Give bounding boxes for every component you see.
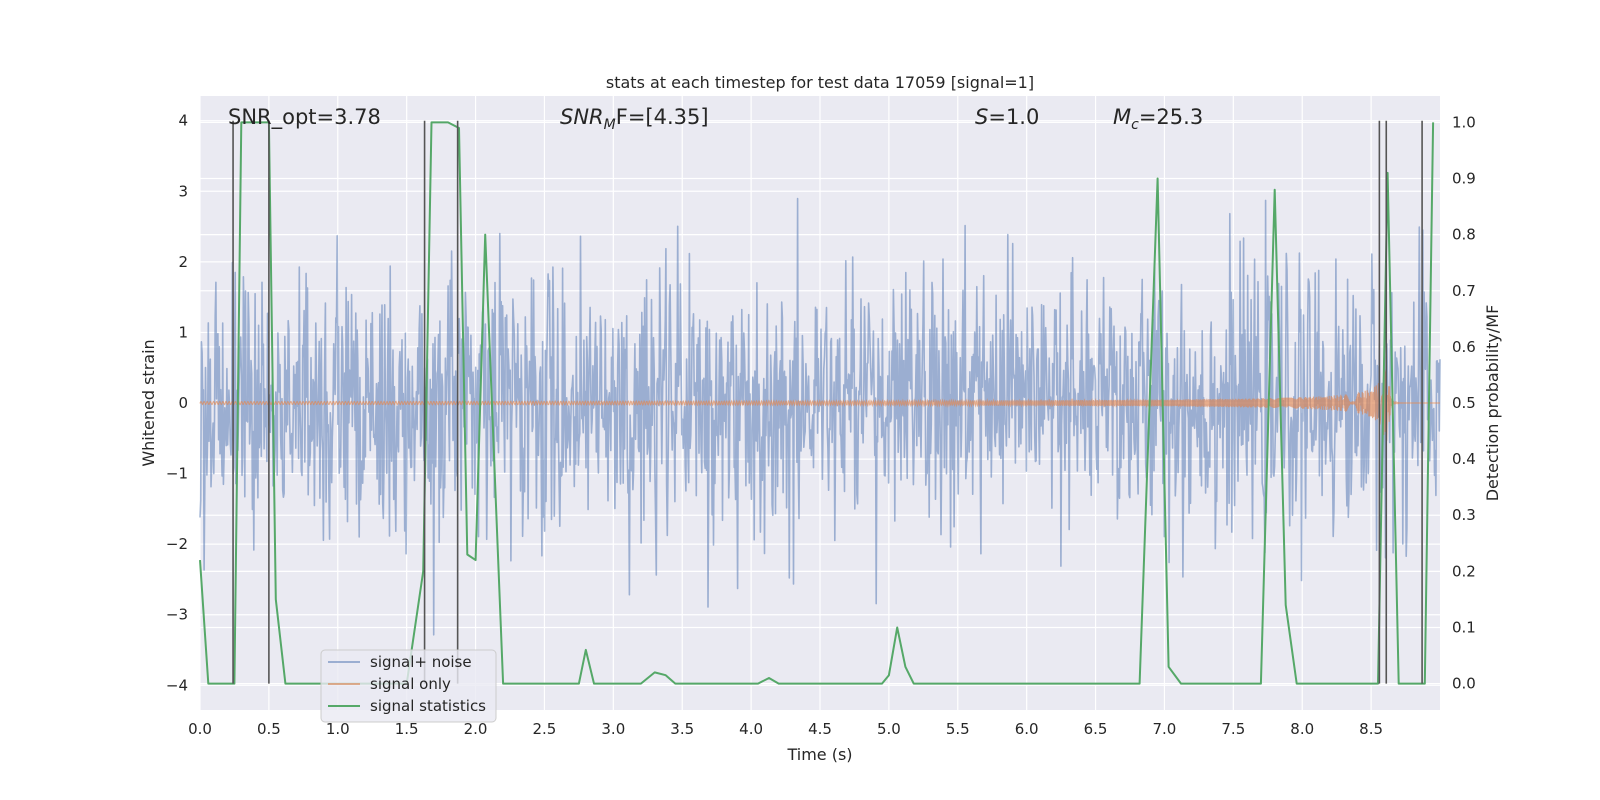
- legend-label-signal-statistics: signal statistics: [370, 697, 486, 715]
- y-left-tick-label: −2: [166, 535, 188, 553]
- x-tick-label: 5.5: [946, 720, 970, 738]
- y-right-tick-label: 0.8: [1452, 226, 1476, 244]
- y-left-tick-label: −4: [166, 676, 188, 694]
- vertical-markers: [232, 120, 1423, 684]
- x-tick-label: 1.0: [326, 720, 350, 738]
- y-right-tick-label: 0.9: [1452, 170, 1476, 188]
- x-tick-label: 3.0: [601, 720, 625, 738]
- y-left-tick-label: −3: [166, 606, 188, 624]
- x-tick-label: 6.5: [1084, 720, 1108, 738]
- y-right-tick-label: 0.6: [1452, 338, 1476, 356]
- y-left-tick-label: 4: [178, 112, 188, 130]
- x-tick-label: 0.5: [257, 720, 281, 738]
- y-right-tick-label: 0.0: [1452, 675, 1476, 693]
- x-tick-labels: 0.0 0.5 1.0 1.5 2.0 2.5 3.0 3.5 4.0 4.5 5.0 5.5 6.0 6…: [188, 720, 1383, 738]
- statistics-line: [199, 121, 1435, 685]
- y-left-tick-label: 1: [178, 323, 188, 341]
- x-tick-label: 8.0: [1290, 720, 1314, 738]
- x-tick-label: 6.0: [1015, 720, 1039, 738]
- y-left-tick-label: 0: [178, 394, 188, 412]
- annotation-snr-opt: SNR_opt=3.78: [228, 105, 381, 130]
- x-tick-label: 2.5: [533, 720, 557, 738]
- y-right-tick-label: 0.4: [1452, 450, 1476, 468]
- chart-title: stats at each timestep for test data 170…: [606, 73, 1034, 92]
- x-tick-label: 0.0: [188, 720, 212, 738]
- series-signal-statistics: [199, 121, 1435, 685]
- legend-label-signal-noise: signal+ noise: [370, 653, 472, 671]
- legend-label-signal-only: signal only: [370, 675, 451, 693]
- annotation-mc: Mc=25.3: [1113, 105, 1203, 133]
- y-right-tick-label: 0.1: [1452, 618, 1476, 636]
- x-tick-label: 4.5: [808, 720, 832, 738]
- annotation-snr-mf: SNRMF=[4.35]: [560, 105, 709, 133]
- y-right-tick-label: 0.5: [1452, 394, 1476, 412]
- x-tick-label: 2.0: [464, 720, 488, 738]
- series-signal-only: [199, 369, 1440, 441]
- y-right-tick-labels: 1.0 0.9 0.8 0.7 0.6 0.5 0.4 0.3 0.2 0.1 0.0: [1452, 113, 1476, 692]
- y-right-tick-label: 1.0: [1452, 113, 1476, 131]
- y-right-tick-label: 0.2: [1452, 562, 1476, 580]
- y-left-tick-label: −1: [166, 465, 188, 483]
- legend-box: [320, 649, 497, 723]
- y-right-tick-label: 0.7: [1452, 282, 1476, 300]
- annotation-s: S=1.0: [975, 105, 1039, 129]
- y-right-tick-label: 0.3: [1452, 506, 1476, 524]
- y-axis-label-left: Whitened strain: [139, 339, 158, 466]
- y-left-tick-labels: 4 3 2 1 0 −1 −2 −3 −4: [166, 112, 188, 695]
- y-axis-label-right: Detection probability/MF: [1483, 305, 1502, 502]
- y-left-tick-label: 3: [178, 182, 188, 200]
- x-tick-label: 7.5: [1221, 720, 1245, 738]
- legend: signal+ noise signal only signal statist…: [320, 649, 497, 723]
- y-left-tick-label: 2: [178, 253, 188, 271]
- x-tick-label: 3.5: [670, 720, 694, 738]
- x-tick-label: 1.5: [395, 720, 419, 738]
- x-tick-label: 5.0: [877, 720, 901, 738]
- x-tick-label: 4.0: [739, 720, 763, 738]
- x-tick-label: 8.5: [1359, 720, 1383, 738]
- x-tick-label: 7.0: [1153, 720, 1177, 738]
- x-axis-label: Time (s): [786, 745, 852, 764]
- chirp-line: [199, 369, 1440, 441]
